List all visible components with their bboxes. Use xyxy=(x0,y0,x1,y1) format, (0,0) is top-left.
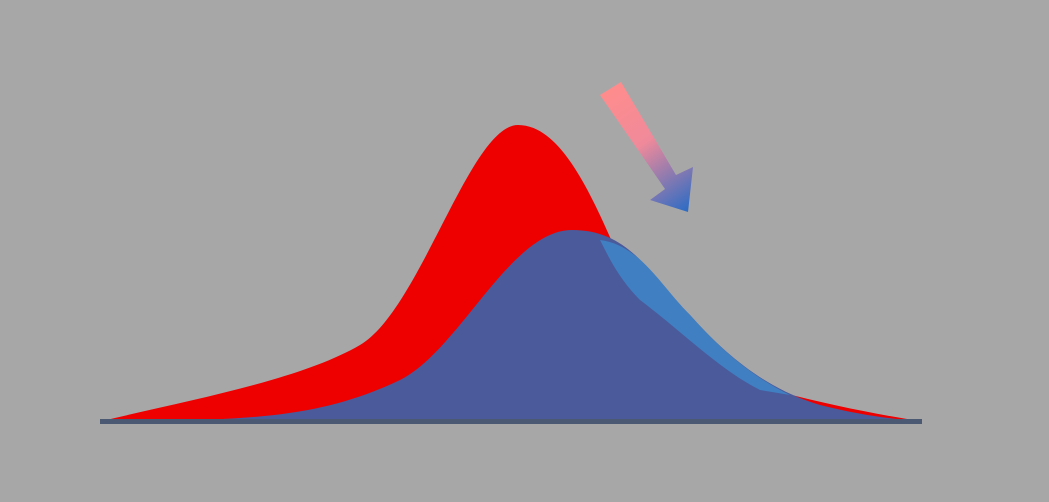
blue-distribution-curve xyxy=(102,230,920,421)
shift-arrow-icon xyxy=(600,82,693,212)
baseline-axis xyxy=(100,419,922,424)
blue-curve-overlap-highlight xyxy=(600,240,790,395)
